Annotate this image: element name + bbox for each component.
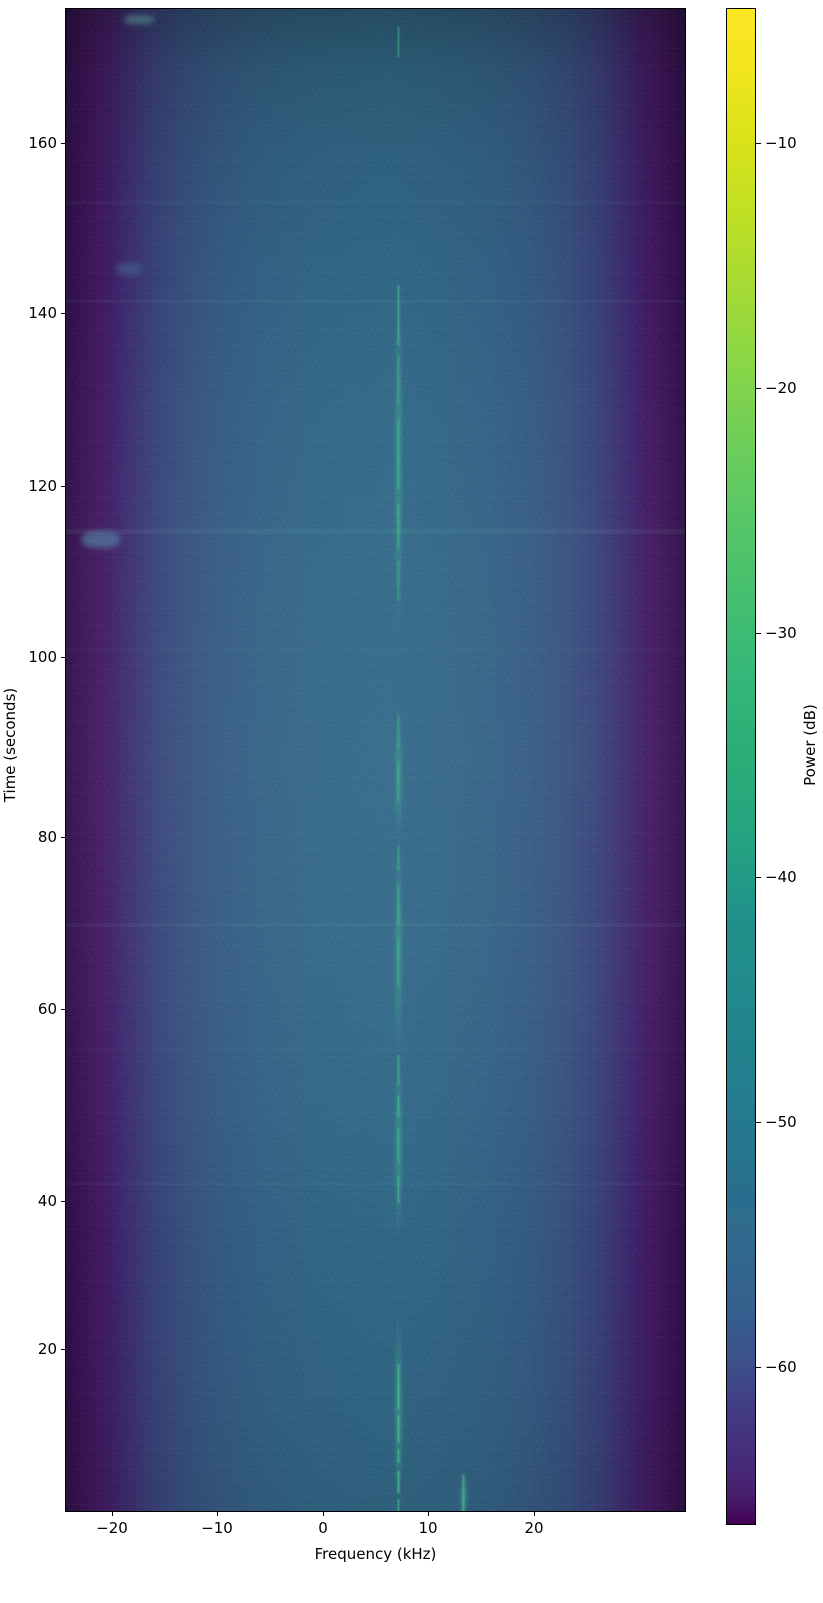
horizontal-band (66, 300, 685, 303)
horizontal-band (66, 529, 685, 534)
carrier-tone-burst (397, 1095, 400, 1117)
y-tick (61, 837, 65, 838)
y-tick-label: 140 (28, 304, 57, 322)
colorbar-gradient (727, 9, 755, 1524)
x-tick (534, 1512, 535, 1516)
carrier-tone-burst (397, 715, 400, 749)
x-tick-label: 0 (318, 1519, 328, 1537)
colorbar-tick (756, 388, 761, 389)
colorbar-tick-label: −40 (765, 868, 797, 886)
horizontal-band (66, 201, 685, 204)
x-tick (428, 1512, 429, 1516)
colorbar-tick (756, 877, 761, 878)
x-tick-label: −20 (96, 1519, 128, 1537)
x-tick-label: 20 (524, 1519, 544, 1537)
colorbar (726, 8, 756, 1525)
colorbar-tick (756, 1122, 761, 1123)
spectrogram-horizontal-streaks (66, 9, 685, 1511)
carrier-tone-burst (397, 1175, 400, 1203)
colorbar-tick-label: −20 (765, 379, 797, 397)
carrier-tone-burst (397, 845, 400, 871)
spectrogram-plot (65, 8, 686, 1512)
carrier-tone-burst (397, 885, 400, 925)
carrier-tone-burst (397, 1129, 400, 1163)
horizontal-band (66, 923, 685, 927)
carrier-glow (393, 1309, 404, 1511)
carrier-tone-burst (397, 27, 400, 57)
carrier-tone-burst (397, 939, 400, 987)
horizontal-band (66, 1182, 685, 1185)
y-tick (61, 657, 65, 658)
y-tick-label: 80 (37, 828, 57, 846)
x-tick (112, 1512, 113, 1516)
y-tick (61, 1009, 65, 1010)
y-axis-label: Time (seconds) (1, 687, 19, 803)
spectrogram-noise-floor (66, 9, 685, 1511)
secondary-tone-burst (462, 1475, 465, 1511)
carrier-tone-burst (397, 561, 400, 601)
x-tick (323, 1512, 324, 1516)
transient-blob (82, 531, 120, 548)
carrier-tone-burst (397, 355, 400, 405)
x-tick-label: −10 (201, 1519, 233, 1537)
carrier-tone-burst (397, 1449, 400, 1463)
x-axis: −20 −10 0 10 20 (65, 1512, 686, 1552)
colorbar-ticks: −10 −20 −30 −40 −50 −60 (756, 8, 823, 1525)
y-tick-label: 160 (28, 134, 57, 152)
colorbar-tick (756, 143, 761, 144)
carrier-tone-burst (397, 503, 400, 549)
colorbar-tick-label: −60 (765, 1358, 797, 1376)
x-tick (217, 1512, 218, 1516)
carrier-tone-burst (397, 1055, 400, 1085)
y-tick-label: 20 (37, 1340, 57, 1358)
carrier-tone-burst (397, 1364, 400, 1409)
colorbar-tick-label: −10 (765, 134, 797, 152)
x-axis-label: Frequency (kHz) (314, 1545, 437, 1563)
transient-blob (124, 15, 154, 24)
y-tick-label: 60 (37, 1000, 57, 1018)
colorbar-tick-label: −50 (765, 1113, 797, 1131)
spectrogram-speckle-fine (66, 9, 685, 1511)
carrier-tone-burst (397, 419, 400, 489)
y-axis: 20 40 60 80 100 120 140 160 (0, 8, 65, 1512)
carrier-tone-burst (397, 285, 400, 345)
colorbar-label: Power (dB) (801, 704, 819, 786)
y-tick (61, 1201, 65, 1202)
y-tick-label: 40 (37, 1192, 57, 1210)
y-tick-label: 120 (28, 477, 57, 495)
spectrogram-speckle (66, 9, 685, 1511)
y-tick (61, 313, 65, 314)
y-tick (61, 486, 65, 487)
x-tick-label: 10 (418, 1519, 438, 1537)
y-tick-label: 100 (28, 648, 57, 666)
spectrogram-time-shading (66, 9, 685, 1511)
colorbar-tick (756, 1367, 761, 1368)
y-tick (61, 143, 65, 144)
carrier-tone-burst (397, 1415, 400, 1443)
horizontal-band (66, 649, 685, 651)
y-tick (61, 1349, 65, 1350)
colorbar-tick-label: −30 (765, 624, 797, 642)
colorbar-tick (756, 633, 761, 634)
transient-blob (116, 263, 142, 275)
carrier-tone-burst (397, 761, 400, 801)
carrier-tone-burst (397, 1471, 400, 1493)
carrier-tone-burst (397, 1499, 400, 1511)
